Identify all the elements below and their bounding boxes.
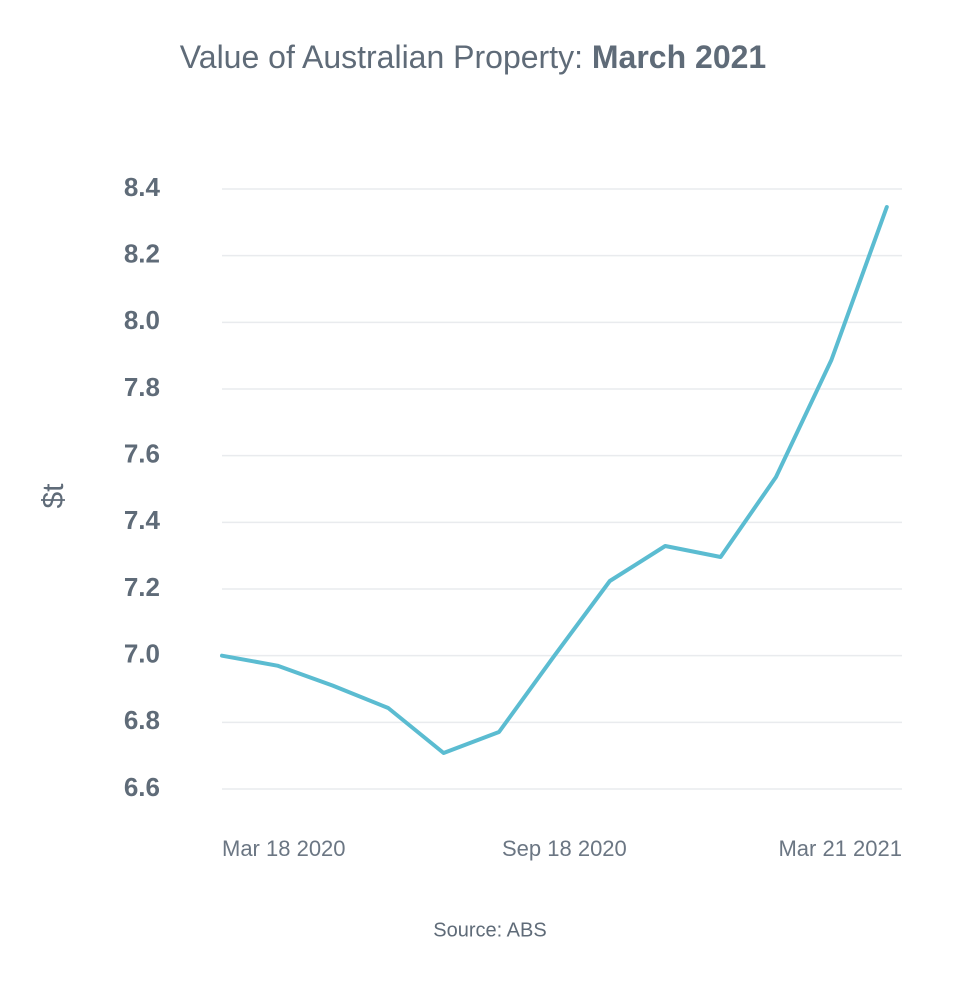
y-tick-label: 7.8 [124,372,160,402]
chart-title: Value of Australian Property: March 2021 [180,39,766,75]
y-tick-label: 8.2 [124,239,160,269]
y-tick-label: 7.2 [124,572,160,602]
y-tick-label: 6.6 [124,772,160,802]
x-tick-label: Mar 21 2021 [778,836,902,861]
y-tick-label: 7.0 [124,639,160,669]
y-tick-label: 6.8 [124,705,160,735]
source: Source: ABS [433,919,546,941]
x-tick-label: Sep 18 2020 [502,836,627,861]
x-tick-label: Mar 18 2020 [222,836,346,861]
title-emphasis: March 2021 [592,39,766,75]
y-tick-label: 8.0 [124,305,160,335]
y-tick-label: 7.6 [124,439,160,469]
y-axis-label: $t [37,483,70,509]
y-tick-label: 7.4 [124,505,161,535]
y-tick-label: 8.4 [124,172,161,202]
series-line [220,205,889,755]
title-main: Value of Australian Property: [180,39,583,75]
